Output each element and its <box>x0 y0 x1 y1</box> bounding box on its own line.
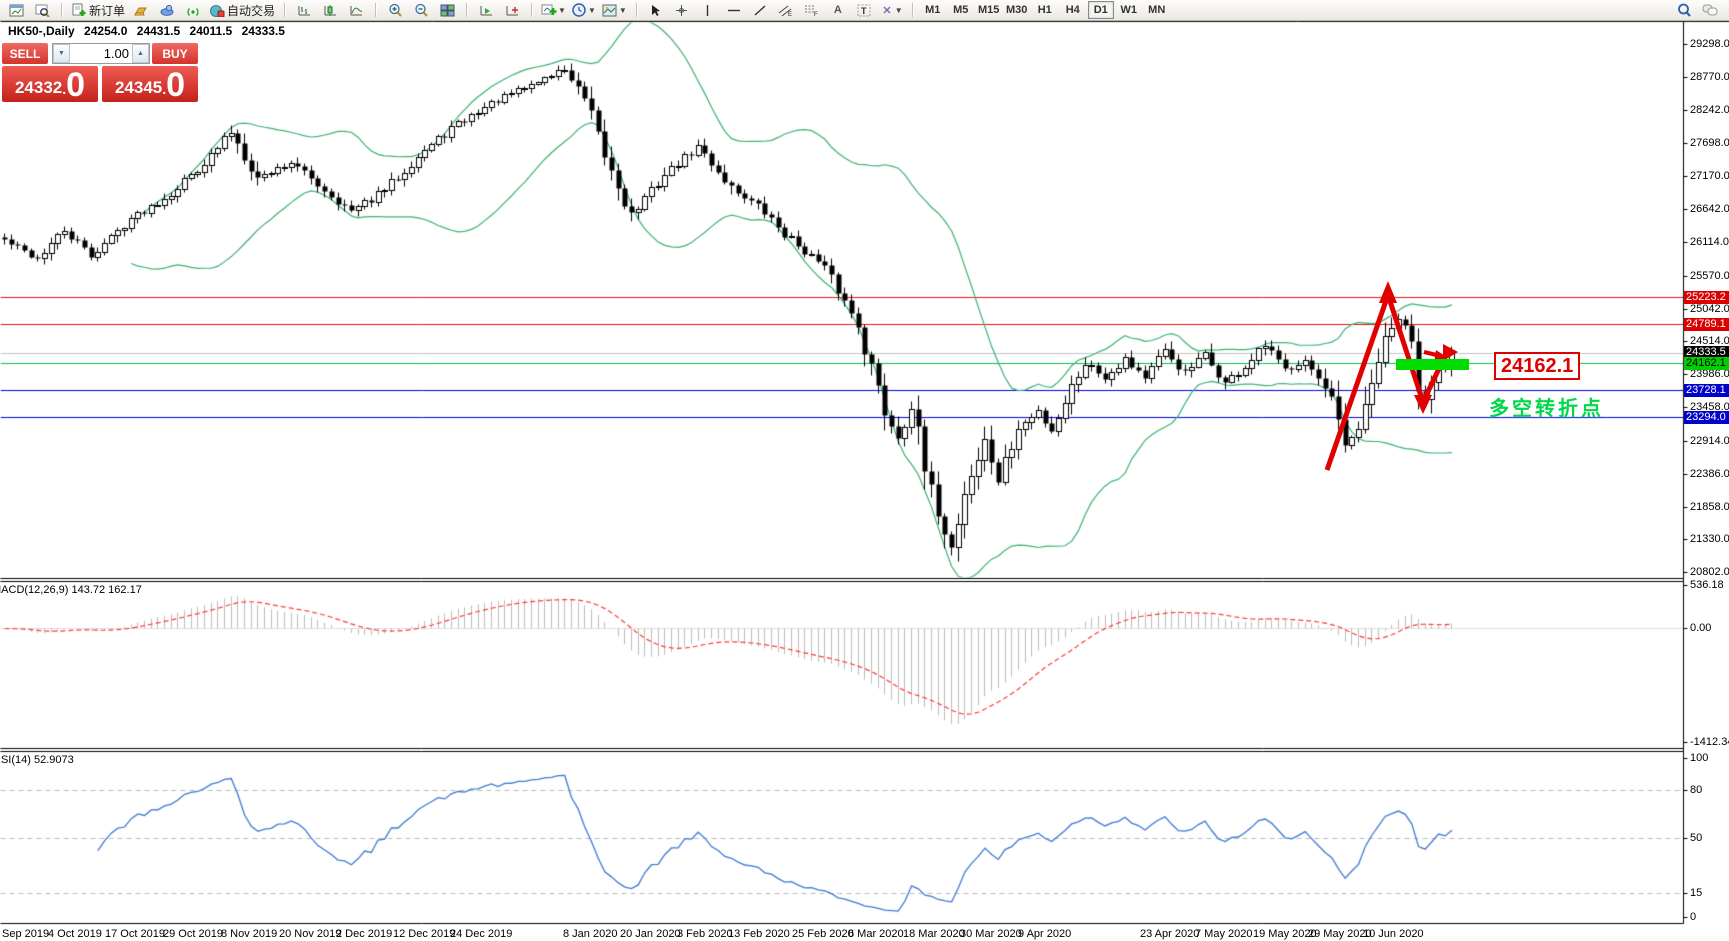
chart-shift-icon[interactable] <box>499 0 525 20</box>
sell-price-button[interactable]: 24332. 0 <box>2 66 98 102</box>
timeframe-button-m30[interactable]: M30 <box>1006 4 1028 16</box>
autotrade-label: 自动交易 <box>227 3 276 18</box>
rsi-indicator-label: RSI(14) 52.9073 <box>0 754 74 766</box>
sell-button[interactable]: SELL <box>2 43 48 64</box>
rsi-value: 52.9073 <box>33 754 74 766</box>
zoom-out-icon[interactable] <box>408 0 434 20</box>
ohlc-low: 24011.5 <box>189 24 233 38</box>
candles-mode-icon[interactable] <box>317 0 343 20</box>
chart-window-icon[interactable] <box>3 0 29 20</box>
one-click-trade-panel: SELL ▼ ▲ BUY 24332.0 24345.0 <box>2 43 198 102</box>
svg-text:T: T <box>861 6 867 16</box>
sell-price-main: 24332 <box>14 78 63 97</box>
buy-price-big-digit: 0 <box>166 66 186 104</box>
vertical-line-tool-icon[interactable] <box>695 0 721 20</box>
trendline-tool-icon[interactable] <box>747 0 773 20</box>
turning-point-note: 多空转折点 <box>1489 398 1604 420</box>
timeframe-button-d1[interactable]: D1 <box>1087 1 1114 19</box>
autotrade-button[interactable]: 自动交易 <box>206 0 278 20</box>
arrows-tool-button[interactable]: ▼ <box>877 0 906 20</box>
buy-price-dot: . <box>162 81 167 97</box>
line-mode-icon[interactable] <box>343 0 369 20</box>
text-tool-icon[interactable]: A <box>833 4 842 16</box>
horizontal-line-tool-icon[interactable] <box>721 0 747 20</box>
templates-button[interactable]: ▼ <box>599 0 630 20</box>
bars-mode-icon[interactable] <box>291 0 317 20</box>
timeframe-button-h1[interactable]: H1 <box>1037 4 1052 16</box>
text-label-tool-icon[interactable]: T <box>851 0 877 20</box>
main-toolbar: 新订单 自动交易 <box>0 0 1729 21</box>
crosshair-tool-icon[interactable] <box>669 0 695 20</box>
fibonacci-tool-icon[interactable]: F <box>799 0 825 20</box>
timeframe-button-w1[interactable]: W1 <box>1120 4 1137 16</box>
svg-text:E: E <box>788 12 792 17</box>
ohlc-open: 24254.0 <box>84 24 128 38</box>
macd-values: 143.72 162.17 <box>71 584 142 596</box>
svg-text:F: F <box>814 12 818 17</box>
volume-increase-button[interactable]: ▲ <box>132 44 149 63</box>
tile-windows-icon[interactable] <box>434 0 460 20</box>
buy-price-main: 24345 <box>114 78 163 97</box>
chart-preview-icon[interactable] <box>29 0 55 20</box>
new-order-label: 新订单 <box>89 3 126 18</box>
chat-icon[interactable] <box>1697 0 1723 20</box>
volume-stepper: ▼ ▲ <box>52 43 150 64</box>
sell-price-big-digit: 0 <box>66 66 86 104</box>
zoom-in-icon[interactable] <box>382 0 408 20</box>
timeframe-button-mn[interactable]: MN <box>1148 4 1166 16</box>
channel-tool-icon[interactable]: E <box>773 0 799 20</box>
timeframe-button-h4[interactable]: H4 <box>1065 4 1080 16</box>
signal-icon[interactable] <box>180 0 206 20</box>
volume-input[interactable] <box>70 44 132 63</box>
timeframe-button-m1[interactable]: M1 <box>925 4 941 16</box>
timeframe-button-m15[interactable]: M15 <box>978 4 1000 16</box>
ohlc-close: 24333.5 <box>241 24 285 38</box>
symbol-ohlc-line: HK50-,Daily 24254.0 24431.5 24011.5 2433… <box>8 24 291 38</box>
timeframe-button-m5[interactable]: M5 <box>953 4 969 16</box>
timeframe-switcher: M1 M5 M15 M30 H1 H4 D1 W1 MN <box>916 0 1174 20</box>
buy-price-button[interactable]: 24345. 0 <box>102 66 198 102</box>
macd-indicator-label: MACD(12,26,9) 143.72 162.17 <box>0 584 142 596</box>
add-indicator-button[interactable]: ▼ <box>538 0 569 20</box>
market-watch-icon[interactable] <box>128 0 154 20</box>
auto-scroll-icon[interactable] <box>473 0 499 20</box>
cursor-tool-icon[interactable] <box>643 0 669 20</box>
search-icon[interactable] <box>1671 0 1697 20</box>
price-callout-box[interactable]: 24162.1 <box>1494 352 1581 380</box>
support-zone-bar[interactable] <box>1396 359 1469 370</box>
macd-name: MACD(12,26,9) <box>0 584 69 596</box>
symbol-name: HK50-,Daily <box>8 24 75 38</box>
periods-clock-button[interactable]: ▼ <box>569 0 599 20</box>
rsi-name: RSI(14) <box>0 754 31 766</box>
profile-icon[interactable] <box>154 0 180 20</box>
ohlc-high: 24431.5 <box>136 24 181 38</box>
sell-price-dot: . <box>62 81 67 97</box>
buy-button[interactable]: BUY <box>152 43 198 64</box>
new-order-button[interactable]: 新订单 <box>68 0 128 20</box>
volume-decrease-button[interactable]: ▼ <box>53 44 70 63</box>
